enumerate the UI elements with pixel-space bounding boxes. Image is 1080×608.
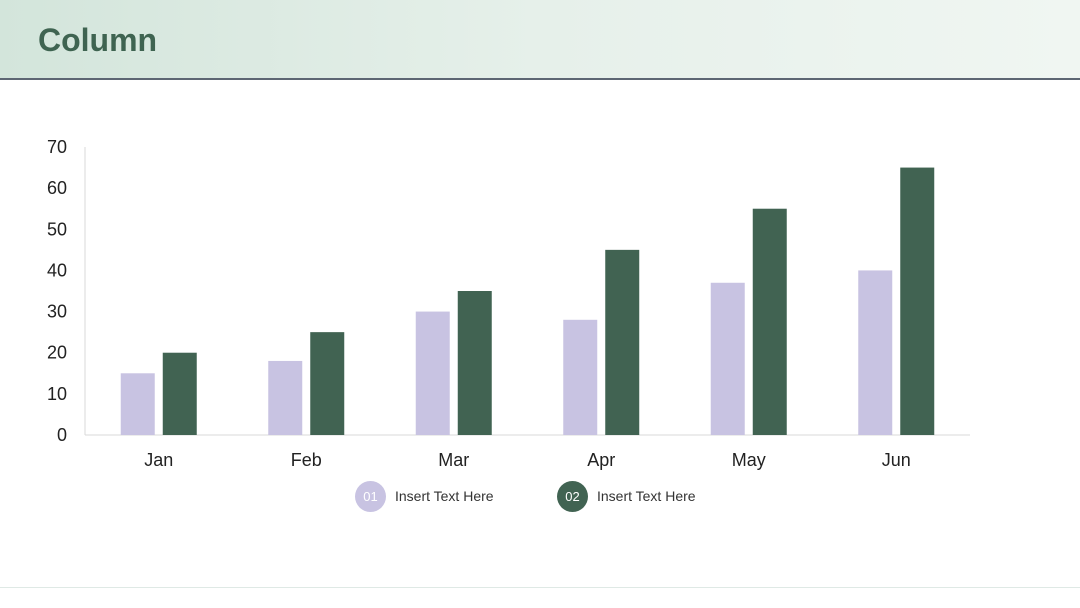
header-band: Column [0, 0, 1080, 80]
y-tick-label: 30 [47, 302, 67, 322]
legend-marker-2: 02 [557, 480, 588, 512]
page-title: Column [38, 22, 158, 58]
x-tick-label: May [732, 450, 766, 470]
legend-number-2: 02 [565, 488, 580, 504]
x-tick-label: Mar [438, 450, 469, 470]
legend-label-2: Insert Text Here [597, 488, 696, 504]
bottom-divider [0, 587, 1080, 588]
bar-series-1-feb [268, 360, 303, 435]
bar-series-1-jun [858, 270, 893, 435]
x-tick-label: Jan [144, 450, 173, 470]
bar-series-2-jun [900, 167, 935, 436]
x-tick-label: Apr [587, 450, 615, 470]
y-tick-label: 50 [47, 219, 67, 239]
y-tick-label: 0 [57, 425, 67, 445]
bar-series-2-jan [162, 352, 197, 435]
bar-series-1-mar [415, 311, 450, 435]
legend-label-1: Insert Text Here [395, 488, 494, 504]
legend-number-1: 01 [363, 488, 378, 504]
y-tick-label: 70 [47, 137, 67, 157]
legend-marker-1: 01 [355, 480, 386, 512]
legend-item-1: 01 Insert Text Here [355, 480, 494, 512]
y-tick-label: 40 [47, 260, 67, 280]
bar-series-2-feb [310, 332, 345, 435]
legend-item-2: 02 Insert Text Here [557, 480, 696, 512]
x-tick-label: Jun [882, 450, 911, 470]
bar-series-2-apr [605, 249, 640, 435]
x-tick-label: Feb [291, 450, 322, 470]
bar-series-2-mar [457, 291, 492, 435]
chart-legend: 01 Insert Text Here 02 Insert Text Here [0, 480, 1080, 512]
y-tick-label: 60 [47, 178, 67, 198]
bar-series-1-may [710, 282, 745, 435]
bar-series-1-apr [563, 319, 598, 435]
y-tick-label: 10 [47, 384, 67, 404]
bar-series-2-may [752, 208, 787, 435]
bar-series-1-jan [120, 373, 155, 435]
y-tick-label: 20 [47, 343, 67, 363]
